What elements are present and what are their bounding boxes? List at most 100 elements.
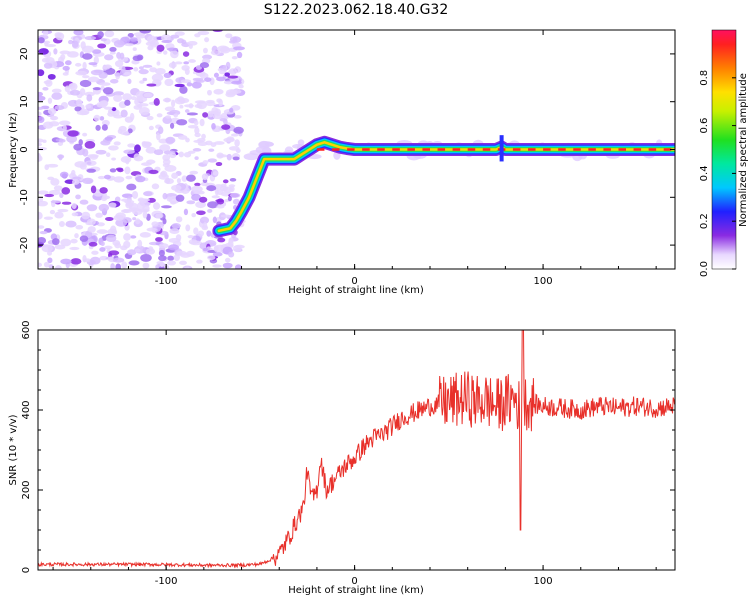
noise-blob bbox=[128, 260, 140, 266]
noise-blob bbox=[149, 67, 158, 73]
noise-blob bbox=[104, 30, 115, 38]
noise-blob bbox=[91, 49, 102, 54]
y-tick-label: 0 bbox=[21, 567, 32, 573]
noise-blob bbox=[180, 79, 192, 84]
noise-blob bbox=[234, 264, 242, 269]
noise-blob bbox=[194, 104, 203, 109]
noise-blob bbox=[228, 146, 240, 151]
colorbar-tick-label: 0.4 bbox=[699, 165, 710, 181]
noise-blob bbox=[186, 174, 196, 182]
noise-blob bbox=[162, 218, 167, 225]
noise-blob bbox=[98, 71, 108, 79]
noise-blob bbox=[211, 107, 219, 114]
noise-blob bbox=[165, 115, 172, 119]
noise-blob bbox=[167, 260, 177, 266]
noise-blob bbox=[68, 39, 73, 45]
x-tick-label: 0 bbox=[351, 576, 357, 587]
noise-blob bbox=[175, 216, 183, 223]
noise-blob bbox=[108, 145, 119, 151]
noise-blob bbox=[154, 81, 162, 86]
noise-blob bbox=[199, 216, 210, 224]
noise-blob bbox=[122, 93, 132, 101]
noise-blob bbox=[115, 263, 122, 269]
noise-blob bbox=[146, 83, 157, 87]
noise-blob bbox=[58, 220, 65, 227]
noise-blob bbox=[80, 41, 86, 50]
noise-blob bbox=[199, 62, 210, 69]
noise-blob bbox=[127, 128, 133, 134]
noise-blob bbox=[192, 148, 202, 152]
noise-blob bbox=[98, 203, 110, 212]
noise-blob bbox=[113, 176, 125, 183]
noise-blob bbox=[156, 132, 161, 141]
noise-blob bbox=[204, 77, 212, 82]
noise-blob bbox=[227, 240, 234, 248]
noise-blob bbox=[92, 87, 102, 91]
noise-blob bbox=[109, 46, 117, 52]
noise-blob bbox=[211, 195, 220, 199]
noise-blob bbox=[38, 190, 49, 195]
noise-blob bbox=[234, 139, 240, 147]
noise-blob bbox=[196, 210, 206, 216]
noise-blob bbox=[138, 69, 149, 75]
noise-blob bbox=[74, 161, 87, 168]
noise-blob bbox=[194, 100, 207, 104]
noise-blob bbox=[84, 91, 95, 97]
noise-blob bbox=[184, 104, 195, 108]
noise-blob bbox=[126, 183, 137, 191]
snr-panel: -100 0 100 0 200 400 600 Height of straight li… bbox=[8, 320, 676, 596]
noise-blob bbox=[38, 153, 42, 162]
noise-blob bbox=[59, 171, 69, 178]
noise-blob bbox=[158, 173, 169, 180]
noise-blob bbox=[159, 261, 165, 268]
noise-blob bbox=[133, 104, 142, 110]
noise-blob bbox=[186, 82, 193, 87]
noise-blob bbox=[76, 110, 89, 116]
colorbar-ticks: 0.0 0.2 0.4 0.6 0.8 bbox=[699, 70, 736, 277]
snr-ylabel: SNR (10 * v/v) bbox=[8, 414, 19, 485]
noise-blob bbox=[134, 144, 141, 153]
noise-blob bbox=[45, 79, 53, 87]
noise-blob bbox=[184, 109, 190, 113]
noise-blob bbox=[58, 154, 63, 161]
noise-blob bbox=[108, 250, 120, 256]
noise-blob bbox=[74, 106, 82, 112]
x-tick-label: 100 bbox=[534, 276, 553, 287]
noise-blob bbox=[75, 194, 81, 200]
noise-blob bbox=[72, 179, 80, 185]
noise-blob bbox=[99, 247, 106, 252]
noise-blob bbox=[86, 204, 98, 212]
noise-blob bbox=[170, 34, 180, 39]
noise-blob bbox=[142, 262, 150, 269]
noise-blob bbox=[86, 94, 93, 102]
noise-blob bbox=[194, 182, 201, 187]
noise-blob bbox=[191, 185, 203, 193]
noise-blob bbox=[110, 225, 117, 234]
noise-blob bbox=[186, 112, 198, 116]
noise-blob bbox=[199, 72, 209, 79]
noise-blob bbox=[133, 153, 141, 161]
noise-blob bbox=[154, 68, 166, 75]
noise-blob bbox=[122, 217, 132, 224]
noise-blob bbox=[188, 43, 193, 49]
noise-blob bbox=[212, 30, 223, 33]
noise-blob bbox=[184, 68, 190, 75]
noise-blob bbox=[39, 230, 48, 235]
noise-blob bbox=[175, 234, 182, 242]
noise-blob bbox=[213, 245, 219, 252]
noise-blob bbox=[67, 99, 80, 107]
noise-blob bbox=[86, 218, 96, 226]
noise-blob bbox=[50, 200, 61, 204]
noise-blob bbox=[205, 101, 216, 107]
noise-blob bbox=[164, 178, 174, 185]
noise-blob bbox=[216, 98, 222, 103]
noise-blob bbox=[123, 240, 131, 249]
noise-blob bbox=[179, 260, 187, 265]
noise-blob bbox=[186, 200, 196, 205]
noise-blob bbox=[89, 256, 101, 265]
noise-blob bbox=[135, 175, 146, 183]
noise-blob bbox=[125, 202, 134, 207]
noise-blob bbox=[38, 111, 42, 117]
colorbar-tick-label: 0.6 bbox=[699, 118, 710, 134]
noise-blob bbox=[53, 185, 63, 192]
